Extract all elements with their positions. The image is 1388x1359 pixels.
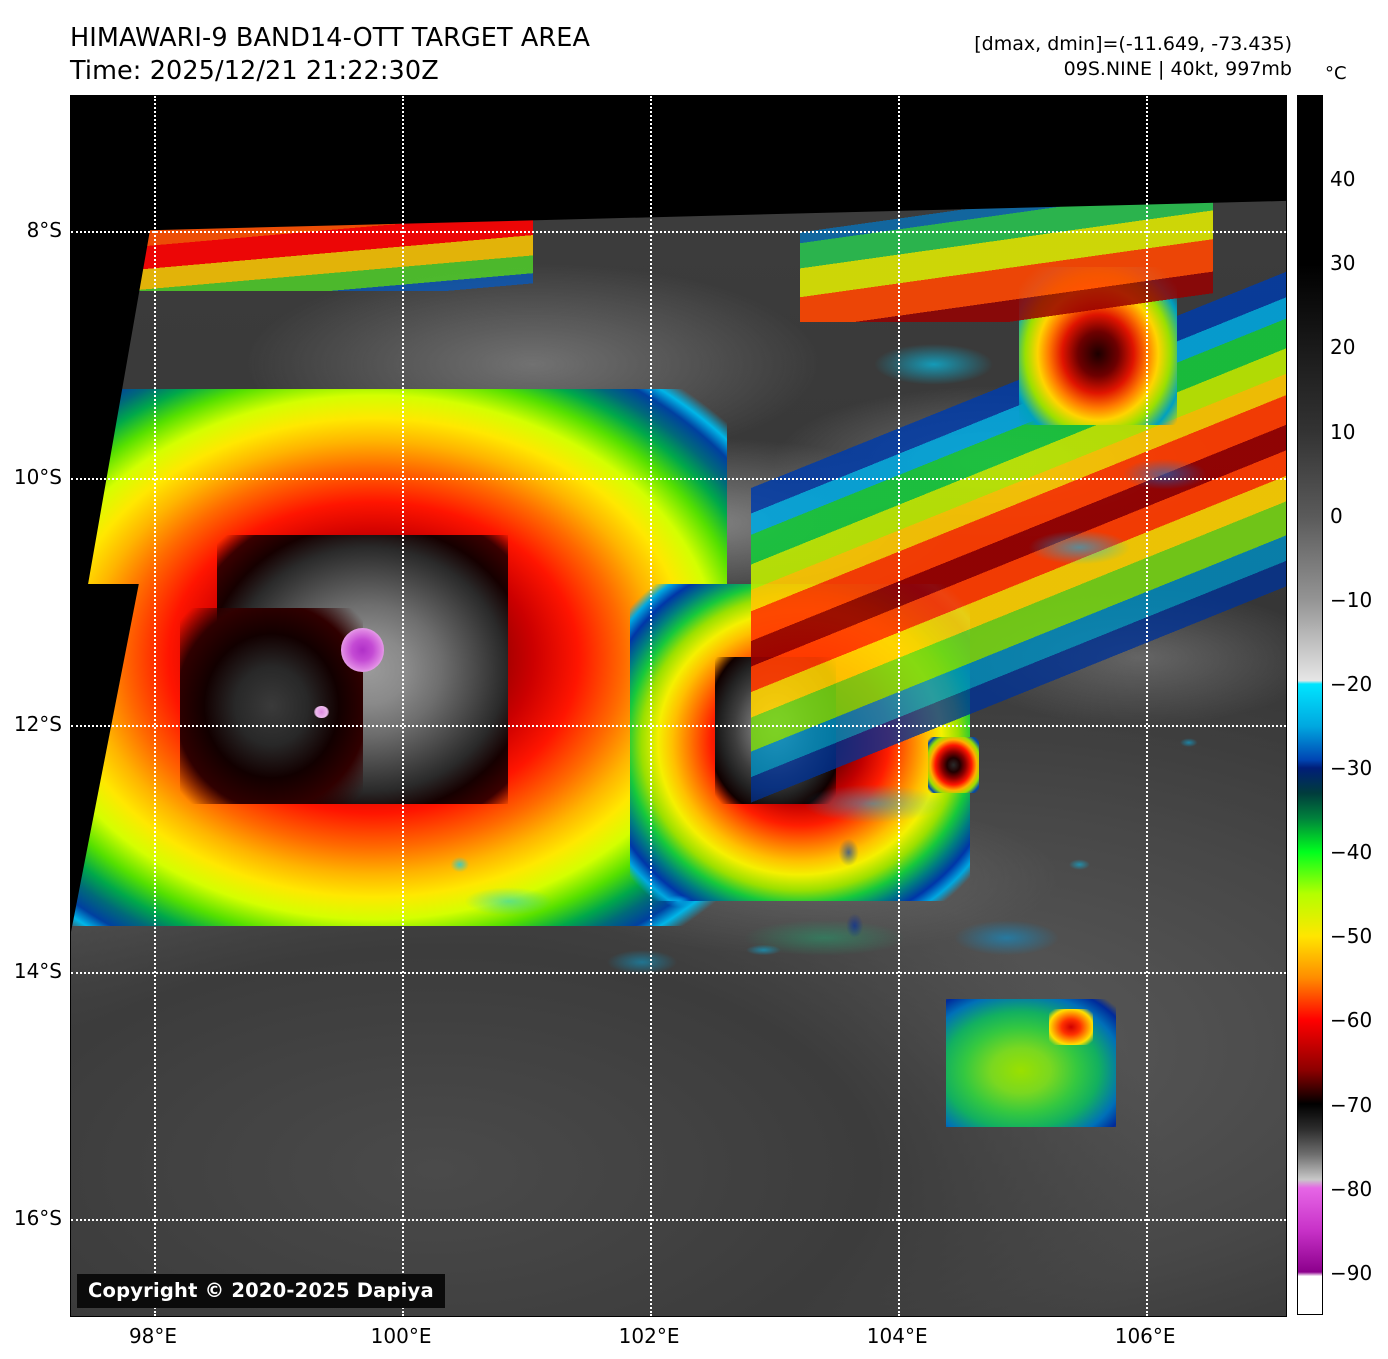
lat-tick-label-4: 16°S: [13, 1205, 62, 1230]
gridline-lat-14S: [71, 971, 1286, 974]
satellite-image-plot[interactable]: Copyright © 2020-2025 Dapiya: [70, 95, 1287, 1317]
title-block: HIMAWARI-9 BAND14-OTT TARGET AREA Time: …: [70, 22, 590, 88]
cbar-tick-label-6: −20: [1330, 672, 1373, 697]
lon-tick-label-2: 102°E: [618, 1324, 680, 1348]
gridline-lat-12S: [71, 724, 1286, 727]
lat-tick-label-0: 8°S: [26, 218, 62, 243]
southern-speckle-layer: [71, 96, 1286, 1316]
metadata-block: [dmax, dmin]=(-11.649, -73.435) 09S.NINE…: [974, 32, 1292, 83]
cbar-tick-label-8: −40: [1330, 840, 1373, 865]
cbar-tick-label-13: −90: [1330, 1260, 1373, 1285]
gridline-lon-100E: [402, 96, 405, 1316]
cbar-tick-label-2: 20: [1330, 335, 1356, 360]
gridline-lat-16S: [71, 1218, 1286, 1221]
cbar-tick-label-1: 30: [1330, 251, 1356, 276]
cbar-tick-label-10: −60: [1330, 1008, 1373, 1033]
gridline-lon-104E: [898, 96, 901, 1316]
colorbar-gradient: [1298, 96, 1322, 1314]
lon-tick-label-1: 100°E: [370, 1324, 432, 1348]
page-title: HIMAWARI-9 BAND14-OTT TARGET AREA: [70, 23, 590, 53]
gridline-lat-8S: [71, 231, 1286, 234]
storm-info-label: 09S.NINE | 40kt, 997mb: [1063, 58, 1292, 81]
timestamp-line: Time: 2025/12/21 21:22:30Z: [70, 56, 439, 87]
lat-tick-label-1: 10°S: [13, 464, 62, 489]
raster-container: Copyright © 2020-2025 Dapiya: [71, 96, 1286, 1316]
colorbar-tick-labels: 40 30 20 10 0 −10 −20 −30 −40 −50 −60 −7…: [1330, 95, 1386, 1315]
cbar-tick-label-4: 0: [1330, 503, 1343, 528]
cbar-tick-label-0: 40: [1330, 167, 1356, 192]
colorbar-unit-label: °C: [1325, 63, 1347, 84]
lon-tick-label-3: 104°E: [866, 1324, 928, 1348]
lon-tick-label-4: 106°E: [1114, 1324, 1176, 1348]
gridline-lon-102E: [650, 96, 653, 1316]
cbar-tick-label-7: −30: [1330, 756, 1373, 781]
cbar-tick-label-11: −70: [1330, 1092, 1373, 1117]
gridline-lon-98E: [153, 96, 156, 1316]
lat-tick-label-3: 14°S: [13, 958, 62, 983]
colorbar[interactable]: [1297, 95, 1323, 1315]
cbar-tick-label-3: 10: [1330, 419, 1356, 444]
gridline-lon-106E: [1146, 96, 1149, 1316]
cbar-tick-label-12: −80: [1330, 1176, 1373, 1201]
cbar-tick-label-5: −10: [1330, 587, 1373, 612]
dminmax-label: [dmax, dmin]=(-11.649, -73.435): [974, 33, 1292, 55]
cbar-tick-label-9: −50: [1330, 924, 1373, 949]
longitude-axis: 98°E 100°E 102°E 104°E 106°E: [70, 1324, 1285, 1354]
lat-tick-label-2: 12°S: [13, 711, 62, 736]
copyright-banner: Copyright © 2020-2025 Dapiya: [77, 1274, 445, 1308]
latitude-axis: 8°S 10°S 12°S 14°S 16°S: [0, 95, 62, 1315]
lon-tick-label-0: 98°E: [128, 1324, 178, 1348]
gridline-lat-10S: [71, 477, 1286, 480]
